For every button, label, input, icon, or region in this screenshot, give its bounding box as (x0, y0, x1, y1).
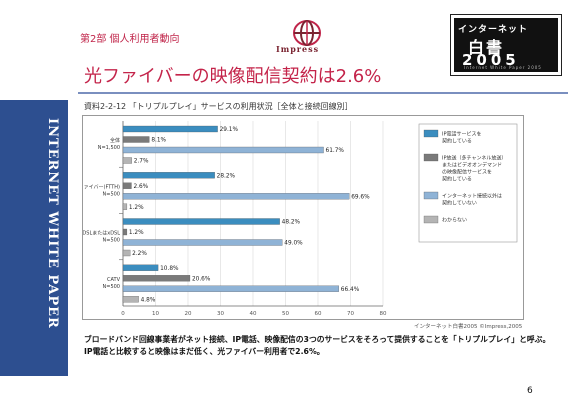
bar-value-label: 4.8% (141, 297, 156, 303)
x-tick-label: 20 (185, 311, 192, 317)
sidebar-band (0, 100, 68, 376)
legend-label: の映像配信サービスを (442, 169, 492, 176)
legend-label: 契約している (442, 138, 472, 145)
impress-logo (293, 20, 321, 46)
bar-1 (122, 218, 280, 225)
bar-value-label: 29.1% (220, 127, 239, 133)
category-label: 全体 (110, 137, 120, 144)
page-number: 6 (527, 386, 533, 396)
bar-3 (122, 193, 350, 200)
category-label: 光ファイバー(FTTH) (83, 183, 120, 190)
legend-label: IP放送（多チャンネル放送） (442, 155, 506, 162)
slide-headline: 光ファイバーの映像配信契約は2.6% (84, 66, 382, 87)
chart-source: インターネット白書2005 ©Impress,2005 (414, 324, 523, 330)
legend-label: わからない (442, 217, 467, 224)
brand-line1: インターネット (458, 25, 529, 35)
legend-label: 契約していない (442, 200, 477, 207)
legend-label: またはビデオオンデマンド (442, 162, 502, 169)
legend-swatch-2 (423, 153, 439, 162)
bar-2 (122, 228, 128, 236)
x-tick-label: 80 (380, 311, 387, 317)
bar-value-label: 1.2% (129, 205, 144, 211)
bar-value-label: 2.2% (132, 251, 147, 257)
x-tick-label: 50 (282, 311, 289, 317)
bar-1 (122, 172, 215, 179)
brand-year: 2005 (462, 51, 520, 69)
category-label: N=500 (103, 284, 120, 290)
bar-3 (122, 146, 324, 154)
bar-2 (122, 275, 191, 282)
bar-value-label: 66.4% (341, 287, 360, 293)
legend-label: 契約している (442, 176, 472, 183)
bar-value-label: 61.7% (326, 148, 345, 154)
bar-4 (122, 157, 132, 164)
x-tick-label: 70 (347, 311, 354, 317)
slide-caption: ブロードバンド回線事業者がネット接続、IP電話、映像配信の3つのサービスをそろっ… (84, 335, 551, 356)
internet-white-paper-2005-logo: インターネット 白書 2005 Internet White Paper 200… (450, 14, 562, 76)
bar-value-label: 10.8% (160, 266, 179, 272)
x-tick-label: 60 (315, 311, 322, 317)
category-label: CATV (107, 277, 121, 283)
category-label: N=500 (103, 191, 120, 197)
bar-value-label: 8.1% (151, 138, 166, 144)
legend-swatch-1 (423, 129, 439, 138)
bar-value-label: 2.7% (134, 159, 149, 165)
chart-title: 資料2-2-12 「トリプルプレイ」サービスの利用状況［全体と接続回線別］ (84, 102, 353, 111)
legend-label: IP電話サービスを (442, 131, 482, 138)
legend-swatch-4 (423, 215, 439, 224)
bar-value-label: 69.6% (351, 194, 370, 200)
x-tick-label: 0 (121, 311, 125, 317)
bar-1 (122, 264, 159, 271)
x-tick-label: 10 (152, 311, 159, 317)
legend-swatch-3 (423, 191, 439, 200)
part-label: 第2部 個人利用者動向 (80, 34, 180, 45)
category-label: N=500 (103, 238, 120, 244)
bar-2 (122, 182, 132, 189)
bar-value-label: 28.2% (217, 173, 236, 179)
category-label: ADSLまたはxDSL (83, 231, 120, 237)
x-tick-label: 40 (250, 311, 257, 317)
brand-line2: 白書 (468, 38, 505, 57)
triple-play-chart: 0 10 20 30 40 50 60 70 80 全体N=1,500 29.1% 8.1% 61.7%… (83, 121, 518, 317)
bar-value-label: 1.2% (129, 230, 144, 236)
bar-value-label: 20.6% (192, 276, 211, 282)
bar-value-label: 48.2% (282, 220, 301, 226)
x-tick-label: 30 (217, 311, 224, 317)
chart-container: 0 10 20 30 40 50 60 70 80 全体 N=1,500 29.1% 8.1% 61.7%… (82, 115, 524, 320)
headline-underline (78, 92, 568, 94)
bar-3 (122, 285, 339, 292)
bar-1 (122, 125, 218, 133)
sidebar-title: INTERNET WHITE PAPER (45, 118, 60, 329)
bar-4 (122, 249, 131, 257)
bar-4 (122, 296, 139, 303)
brand-sub: Internet White Paper 2005 (464, 65, 542, 70)
impress-logo-text: Impress (276, 44, 320, 54)
legend-label: インターネット接続以外は (442, 193, 502, 200)
category-label: N=1,500 (98, 145, 120, 151)
bar-4 (122, 203, 128, 210)
bar-value-label: 2.6% (133, 184, 148, 190)
bar-value-label: 49.0% (284, 241, 303, 247)
bar-2 (122, 136, 150, 143)
bar-3 (122, 239, 283, 246)
